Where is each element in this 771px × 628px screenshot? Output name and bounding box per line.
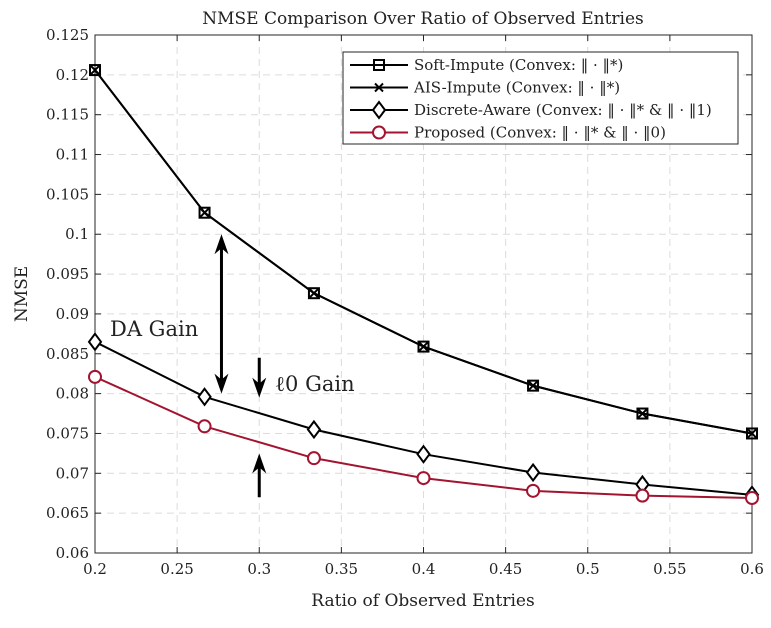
y-tick-label: 0.105: [46, 185, 89, 203]
series-group: [87, 64, 760, 506]
arrow-head: [214, 373, 229, 394]
y-tick-label: 0.12: [56, 66, 89, 84]
x-tick-label: 0.35: [325, 560, 358, 578]
data-point-square: [89, 64, 101, 77]
data-point-diamond: [87, 332, 103, 352]
axis-ticks: 0.2 0.25 0.3 0.35 0.4 0.45 0.5 0.55 0.6 0.06 0.065…: [46, 26, 764, 578]
annotations: DA Gain ℓ0 Gain: [110, 234, 355, 498]
data-point-circle: [526, 483, 541, 498]
legend-entry: Proposed (Convex: ‖ · ‖* & ‖ · ‖0): [350, 124, 666, 142]
y-tick-label: 0.065: [46, 504, 89, 522]
series-x: [90, 65, 757, 439]
data-point-circle: [416, 471, 431, 486]
y-tick-label: 0.1: [65, 225, 89, 243]
legend-entry: Soft-Impute (Convex: ‖ · ‖*): [350, 56, 623, 74]
x-tick-label: 0.25: [160, 560, 193, 578]
legend-marker-square: [373, 59, 385, 71]
series-diamond: [87, 332, 760, 505]
legend-label: AIS-Impute (Convex: ‖ · ‖*): [413, 79, 620, 97]
legend-label: Discrete-Aware (Convex: ‖ · ‖* & ‖ · ‖1): [414, 101, 712, 119]
y-tick-label: 0.06: [56, 544, 89, 562]
y-tick-label: 0.07: [56, 464, 89, 482]
data-point-diamond: [306, 419, 322, 440]
legend-box: [342, 51, 739, 145]
x-tick-label: 0.4: [412, 560, 436, 578]
data-point-x: [309, 288, 319, 298]
data-point-x: [418, 341, 429, 352]
data-point-x: [199, 208, 210, 218]
y-tick-label: 0.075: [46, 424, 89, 442]
legend-label: Soft-Impute (Convex: ‖ · ‖*): [414, 56, 623, 74]
data-point-x: [528, 380, 538, 391]
data-point-diamond: [416, 444, 431, 464]
x-tick-label: 0.2: [83, 560, 107, 578]
legend-label: Proposed (Convex: ‖ · ‖* & ‖ · ‖0): [414, 124, 666, 142]
data-point-square: [198, 206, 211, 219]
data-point-diamond: [525, 462, 541, 483]
data-point-x: [637, 408, 648, 419]
y-axis-label: NMSE: [12, 266, 32, 322]
chart-title: NMSE Comparison Over Ratio of Observed E…: [202, 9, 644, 29]
data-point-square: [417, 340, 430, 353]
data-point-circle: [745, 491, 759, 506]
x-tick-label: 0.45: [489, 560, 522, 578]
data-point-circle: [306, 451, 321, 466]
x-tick-label: 0.3: [247, 560, 271, 578]
data-point-circle: [197, 419, 212, 434]
legend: Soft-Impute (Convex: ‖ · ‖*) AIS-Impute (…: [342, 51, 739, 145]
legend-entry: AIS-Impute (Convex: ‖ · ‖*): [350, 79, 620, 97]
series-circle: [88, 369, 759, 506]
x-tick-label: 0.55: [653, 560, 686, 578]
data-point-circle: [635, 488, 650, 503]
da-gain-label: DA Gain: [110, 317, 198, 341]
legend-marker-x: [374, 82, 384, 93]
data-point-x: [747, 428, 757, 439]
legend-marker-diamond: [371, 100, 387, 120]
arrow-head: [252, 453, 267, 474]
x-axis-label: Ratio of Observed Entries: [311, 591, 534, 611]
legend-entry: Discrete-Aware (Convex: ‖ · ‖* & ‖ · ‖1): [350, 100, 712, 120]
y-tick-label: 0.08: [56, 385, 89, 403]
data-point-square: [527, 379, 540, 392]
x-tick-label: 0.5: [576, 560, 600, 578]
data-point-x: [90, 65, 100, 75]
data-point-diamond: [197, 387, 212, 407]
y-tick-label: 0.095: [46, 265, 89, 283]
arrow-head: [252, 377, 267, 398]
y-tick-label: 0.09: [56, 305, 89, 323]
data-point-circle: [88, 369, 102, 384]
l0-gain-label: ℓ0 Gain: [275, 372, 355, 396]
y-tick-label: 0.085: [46, 345, 89, 363]
arrow-head: [214, 234, 229, 255]
y-tick-label: 0.125: [46, 26, 89, 44]
x-tick-label: 0.6: [740, 560, 764, 578]
y-tick-label: 0.115: [46, 106, 89, 124]
data-point-square: [307, 287, 320, 300]
y-tick-label: 0.11: [56, 146, 89, 164]
legend-marker-circle: [372, 125, 386, 140]
